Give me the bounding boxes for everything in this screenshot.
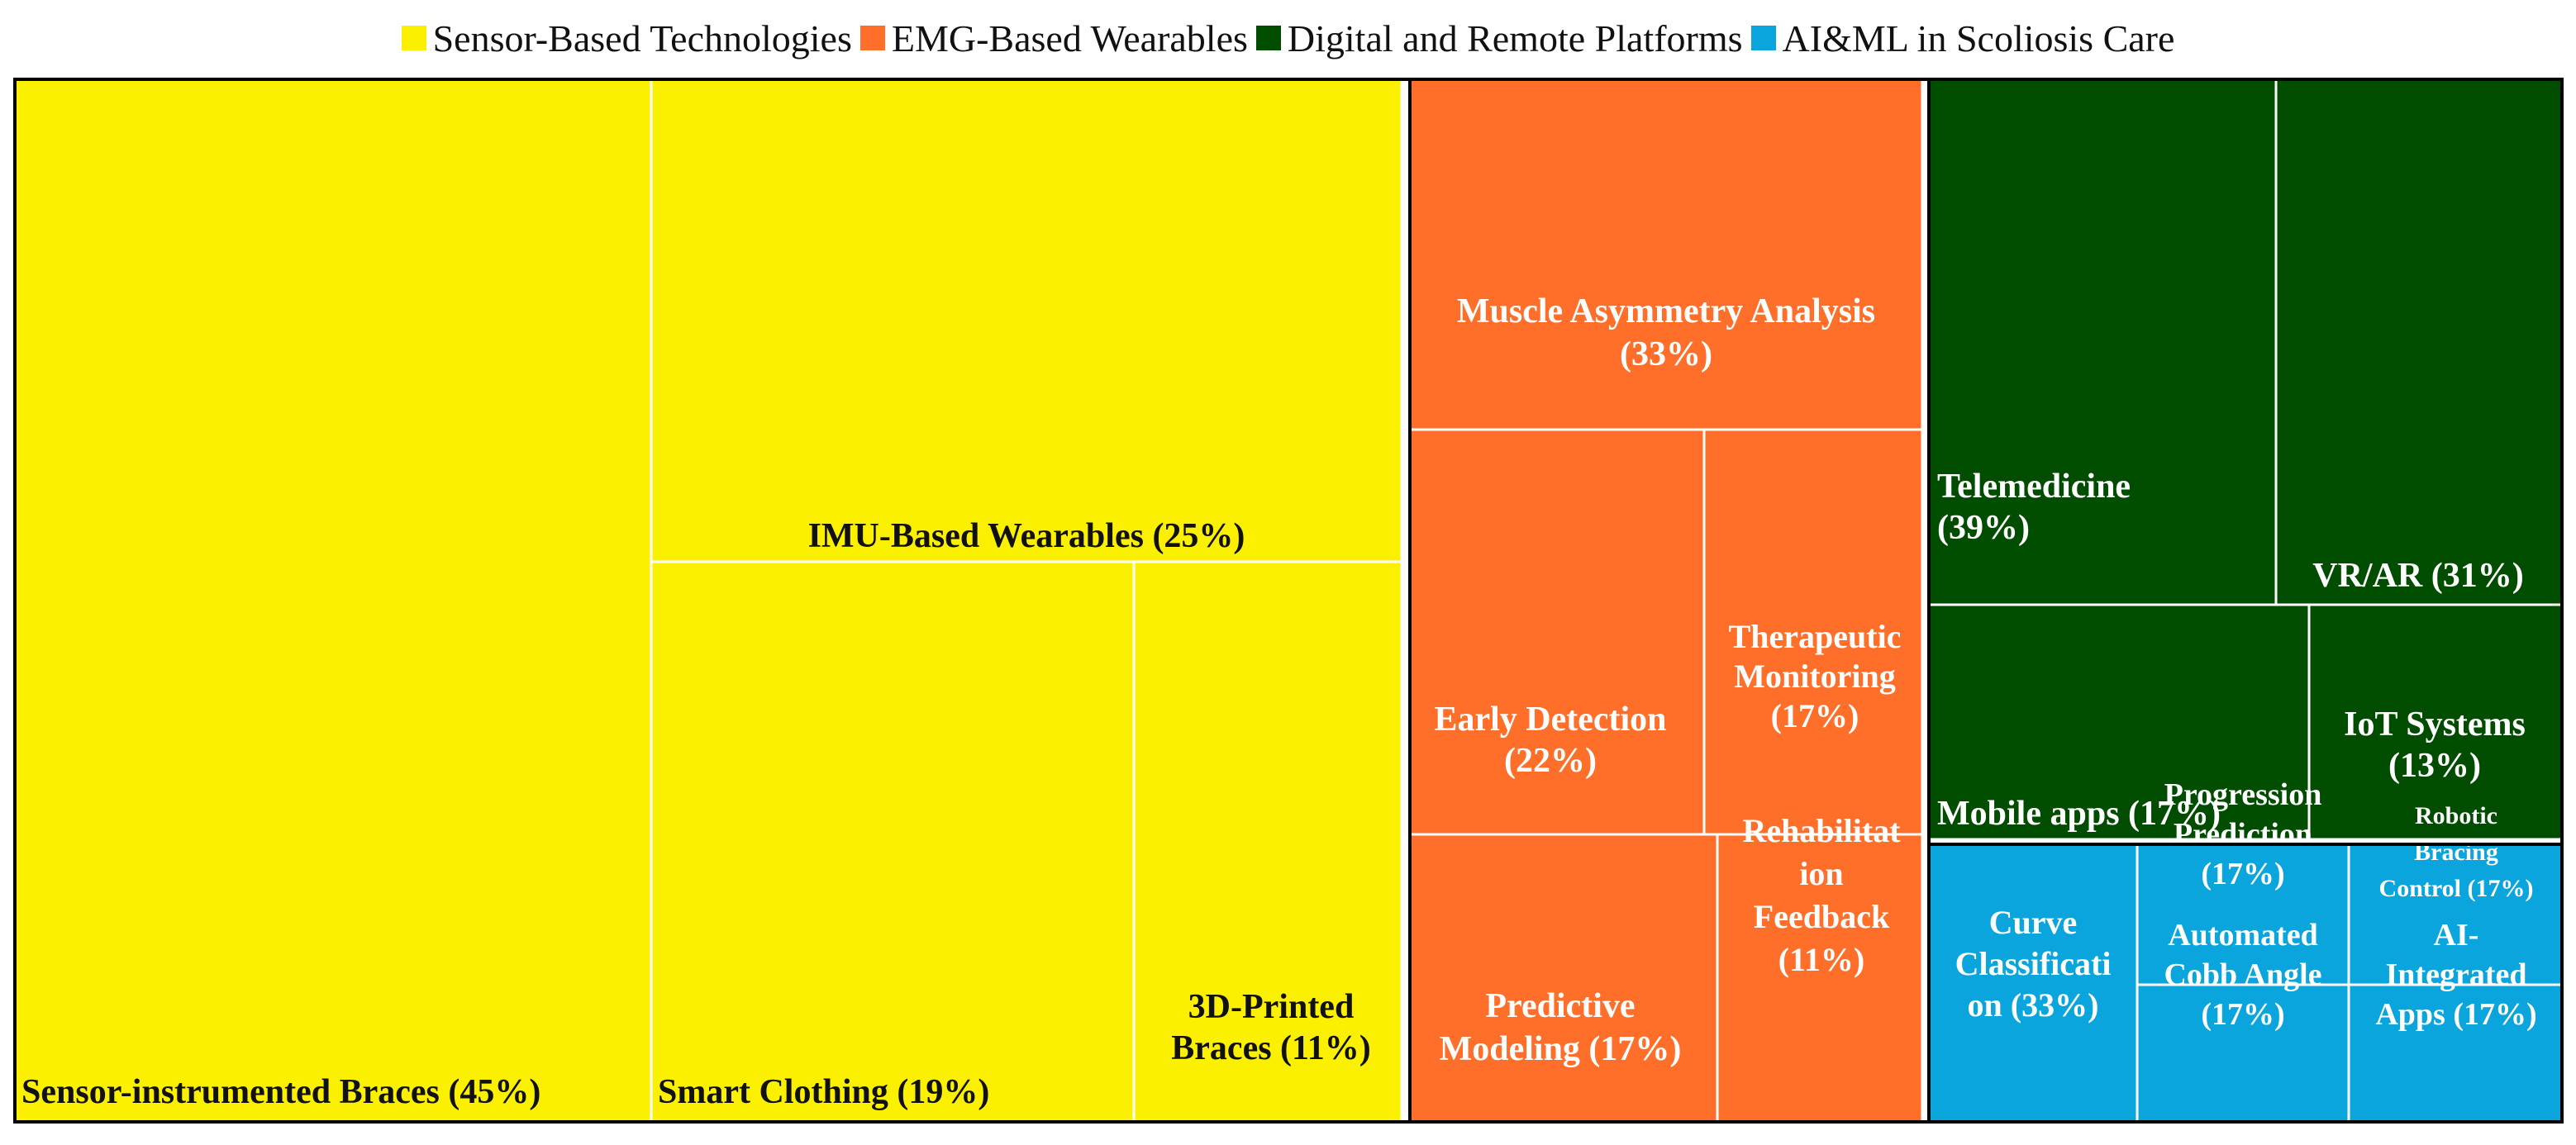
treemap-tile-3-3 [2136,983,2350,1124]
treemap-label-line: Modeling (17%) [1440,1030,1682,1068]
legend-swatch-ai [1750,26,1776,50]
treemap-label-line: Early Detection [1434,701,1666,739]
treemap-label-1-3: Predictive Modeling (17%) [1440,987,1682,1068]
treemap-label-2-0: Telemedicine (39%) [1937,468,2131,547]
treemap-tile-0-0 [13,78,653,1124]
treemap-label-2-1: VR/AR (31%) [2312,557,2523,595]
treemap-label-line: Therapeutic [1729,618,1902,655]
treemap-label-line: (17%) [1771,697,1859,734]
treemap-label-0-2: Smart Clothing (19%) [658,1073,989,1111]
legend-label-ai: AI&ML in Scoliosis Care [1782,17,2175,59]
treemap-tile-2-0 [1927,78,2278,606]
treemap-label-line: Telemedicine [1937,468,2131,506]
legend: Sensor-Based Technologies EMG-Based Wear… [0,0,2576,76]
treemap-label-line: Progression [2164,777,2322,812]
treemap-group-border-3 [1927,843,2564,1124]
treemap-tile-2-3 [2307,603,2564,841]
treemap-label-3-4: AI- Integrated Apps (17%) [2375,918,2536,1032]
treemap-label-0-1: IMU-Based Wearables (25%) [808,517,1245,555]
treemap-label-line: Mobile apps (17%) [1937,795,2221,833]
treemap-tile-3-1 [2136,843,2350,986]
treemap-tile-2-1 [2274,78,2564,606]
legend-label-sensor: Sensor-Based Technologies [432,17,852,59]
treemap-group-1: Muscle Asymmetry Analysis (33%) Early Dete… [1408,78,1931,1124]
treemap-label-line: AI- [2434,918,2479,953]
treemap-tile-3-0 [1927,843,2139,1124]
treemap-label-line: (17%) [2201,857,2284,891]
treemap-label-line: 3D-Printed [1188,988,1355,1026]
treemap-label-0-3: 3D-Printed Braces (11%) [1171,988,1370,1067]
treemap-tile-3-4 [2347,983,2564,1124]
legend-label-digital: Digital and Remote Platforms [1287,17,1743,59]
treemap-label-line: Feedback [1754,898,1890,935]
treemap-label-line: (13%) [2388,747,2481,785]
treemap-tile-2-2 [1927,603,2311,841]
treemap-label-line: (39%) [1937,509,2030,547]
treemap-tile-0-3 [1132,560,1403,1124]
legend-swatch-digital [1255,26,1281,50]
treemap-tile-1-0 [1408,78,1924,431]
treemap-label-line: IMU-Based Wearables (25%) [808,517,1245,555]
treemap-label-line: ion [1799,855,1843,892]
treemap-label-line: Automated [2168,918,2318,953]
treemap-label-0-0: Sensor-instrumented Braces (45%) [21,1073,540,1111]
treemap-label-1-1: Early Detection (22%) [1434,701,1666,780]
treemap-tile-0-2 [650,560,1136,1124]
legend-swatch-emg [859,26,885,50]
treemap-label-line: Classificati [1955,945,2112,982]
treemap-label-line: Sensor-instrumented Braces (45%) [21,1073,540,1111]
treemap-label-line: (33%) [1620,335,1712,373]
treemap-label-2-2: Mobile apps (17%) [1937,795,2221,833]
treemap-label-line: Braces (11%) [1171,1029,1370,1067]
legend-item-ai: AI&ML in Scoliosis Care [1750,17,2175,60]
treemap-label-1-2: Therapeutic Monitoring (17%) [1729,618,1902,734]
legend-item-digital: Digital and Remote Platforms [1255,17,1743,60]
treemap-tile-1-4 [1716,833,1924,1124]
treemap-label-3-0: Curve Classificati on (33%) [1955,904,2112,1024]
legend-swatch-sensor [401,26,426,50]
treemap-group-0: Sensor-instrumented Braces (45%) IMU-Base… [13,78,1412,1124]
treemap-label-line: IoT Systems [2344,706,2526,744]
legend-label-emg: EMG-Based Wearables [891,17,1248,59]
treemap-label-line: Robotic [2415,802,2497,829]
treemap-tile-0-1 [650,78,1403,563]
treemap-label-line: (17%) [2201,997,2284,1032]
treemap-label-line: (11%) [1778,941,1864,978]
treemap-label-line: Curve [1989,904,2078,941]
treemap-label-line: on (33%) [1968,986,2099,1024]
treemap-label-1-4: Rehabilitat ion Feedback (11%) [1742,812,1901,978]
treemap-label-line: Apps (17%) [2375,997,2536,1032]
treemap-label-line: Smart Clothing (19%) [658,1073,989,1111]
treemap-label-line: Integrated [2386,957,2527,992]
treemap-label-line: Predictive [1485,987,1635,1025]
treemap-group-2: Telemedicine (39%) VR/AR (31%) Mobile apps … [1927,78,2564,846]
treemap-tile-1-2 [1702,428,1924,836]
treemap-label-line: Rehabilitat [1742,812,1901,849]
treemap-label-line: Prediction [2174,817,2312,852]
treemap-label-3-3: Automated Cobb Angle (17%) [2164,918,2321,1032]
legend-item-emg: EMG-Based Wearables [859,17,1248,60]
treemap-label-line: Muscle Asymmetry Analysis [1457,292,1875,330]
treemap-tile-1-3 [1408,833,1719,1124]
treemap-label-line: (22%) [1504,742,1597,780]
treemap-label-line: Monitoring [1734,658,1896,695]
treemap-label-line: VR/AR (31%) [2312,557,2523,595]
treemap-label-1-0: Muscle Asymmetry Analysis (33%) [1457,292,1875,373]
legend-item-sensor: Sensor-Based Technologies [401,17,852,60]
treemap-label-2-3: IoT Systems (13%) [2344,706,2526,785]
treemap-label-line: Control (17%) [2379,875,2534,902]
treemap-label-line: Bracing [2414,839,2498,866]
treemap-group-3: Curve Classificati on (33%) Progression Pred… [1927,777,2564,1124]
treemap-label-line: Cobb Angle [2164,957,2321,992]
